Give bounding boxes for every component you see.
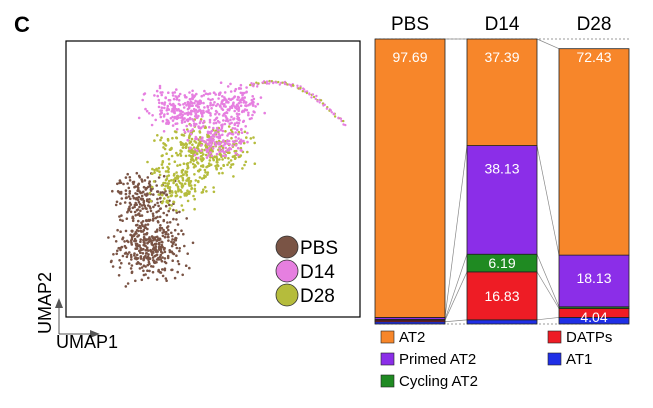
data-label-d14-primed-at2: 38.13 [484, 161, 519, 177]
umap-legend-marker-d28 [275, 283, 299, 307]
umap-legend-label-d14: D14 [300, 262, 335, 283]
data-label-d28-at2: 72.43 [576, 49, 611, 65]
bar-segment-d14-at1 [466, 319, 538, 325]
bar-legend-label-cycling-at2: Cycling AT2 [399, 373, 478, 390]
umap-legend-marker-pbs [275, 235, 299, 259]
umap-legend-marker-d14 [275, 259, 299, 283]
connector-line [536, 271, 560, 309]
connector-line [444, 145, 468, 318]
connector-line [444, 254, 468, 320]
bar-segment-d14-at2 [466, 38, 538, 146]
umap-legend-label-d28: D28 [300, 286, 335, 307]
bar-legend-swatch-primed-at2 [380, 352, 395, 366]
connector-line [444, 319, 468, 323]
bar-legend-swatch-at1 [547, 352, 562, 366]
connector-line [536, 317, 560, 321]
data-label-d28-primed-at2: 18.13 [576, 270, 611, 286]
umap-frame [65, 40, 361, 318]
bar-legend-swatch-cycling-at2 [380, 374, 395, 388]
bar-legend-label-primed-at2: Primed AT2 [399, 351, 476, 368]
umap-axis-arrows [55, 298, 100, 338]
umap-ylabel: UMAP2 [35, 272, 55, 334]
bar-legend-label-at1: AT1 [566, 351, 592, 368]
bar-segment-d28-primed-at2 [558, 254, 630, 308]
connector-line [536, 254, 560, 307]
bar-segment-d14-primed-at2 [466, 145, 538, 255]
umap-legend-label-pbs: PBS [300, 238, 338, 259]
data-label-d14-cycling-at2: 6.19 [488, 255, 515, 271]
bar-segment-d14-datps [466, 271, 538, 321]
bar-segment-pbs-at2 [374, 38, 446, 318]
bar-legend-swatch-datps [547, 330, 562, 344]
connector-line [536, 145, 560, 256]
stacked-bar-chart: PBS D14 D28 97.69 37.39 72.43 38.13 18.13 6.19 16… [374, 14, 630, 325]
connector-line [444, 271, 468, 321]
category-label-d14: D14 [485, 14, 520, 35]
umap-xlabel: UMAP1 [56, 332, 118, 352]
data-label-pbs-at2: 97.69 [392, 49, 427, 65]
category-label-d28: D28 [577, 14, 612, 35]
data-label-d14-datps: 16.83 [484, 288, 519, 304]
data-label-d14-at2: 37.39 [484, 49, 519, 65]
bar-legend-label-datps: DATPs [566, 329, 612, 346]
bar-segment-d28-at2 [558, 48, 630, 256]
bar-legend-label-at2: AT2 [399, 329, 425, 346]
bar-legend-swatch-at2 [380, 330, 395, 344]
umap-panel: UMAP1 UMAP2 PBS D14 D28 [35, 40, 361, 352]
category-label-pbs: PBS [391, 14, 429, 35]
umap-scatter [107, 79, 347, 288]
connector-line [536, 38, 560, 50]
umap-legend: PBS D14 D28 [275, 235, 338, 307]
panel-label: C [14, 12, 30, 37]
bar-legend: AT2 DATPs Primed AT2 AT1 Cycling AT2 [380, 329, 612, 390]
data-label-d28-at1: 4.04 [580, 309, 607, 325]
